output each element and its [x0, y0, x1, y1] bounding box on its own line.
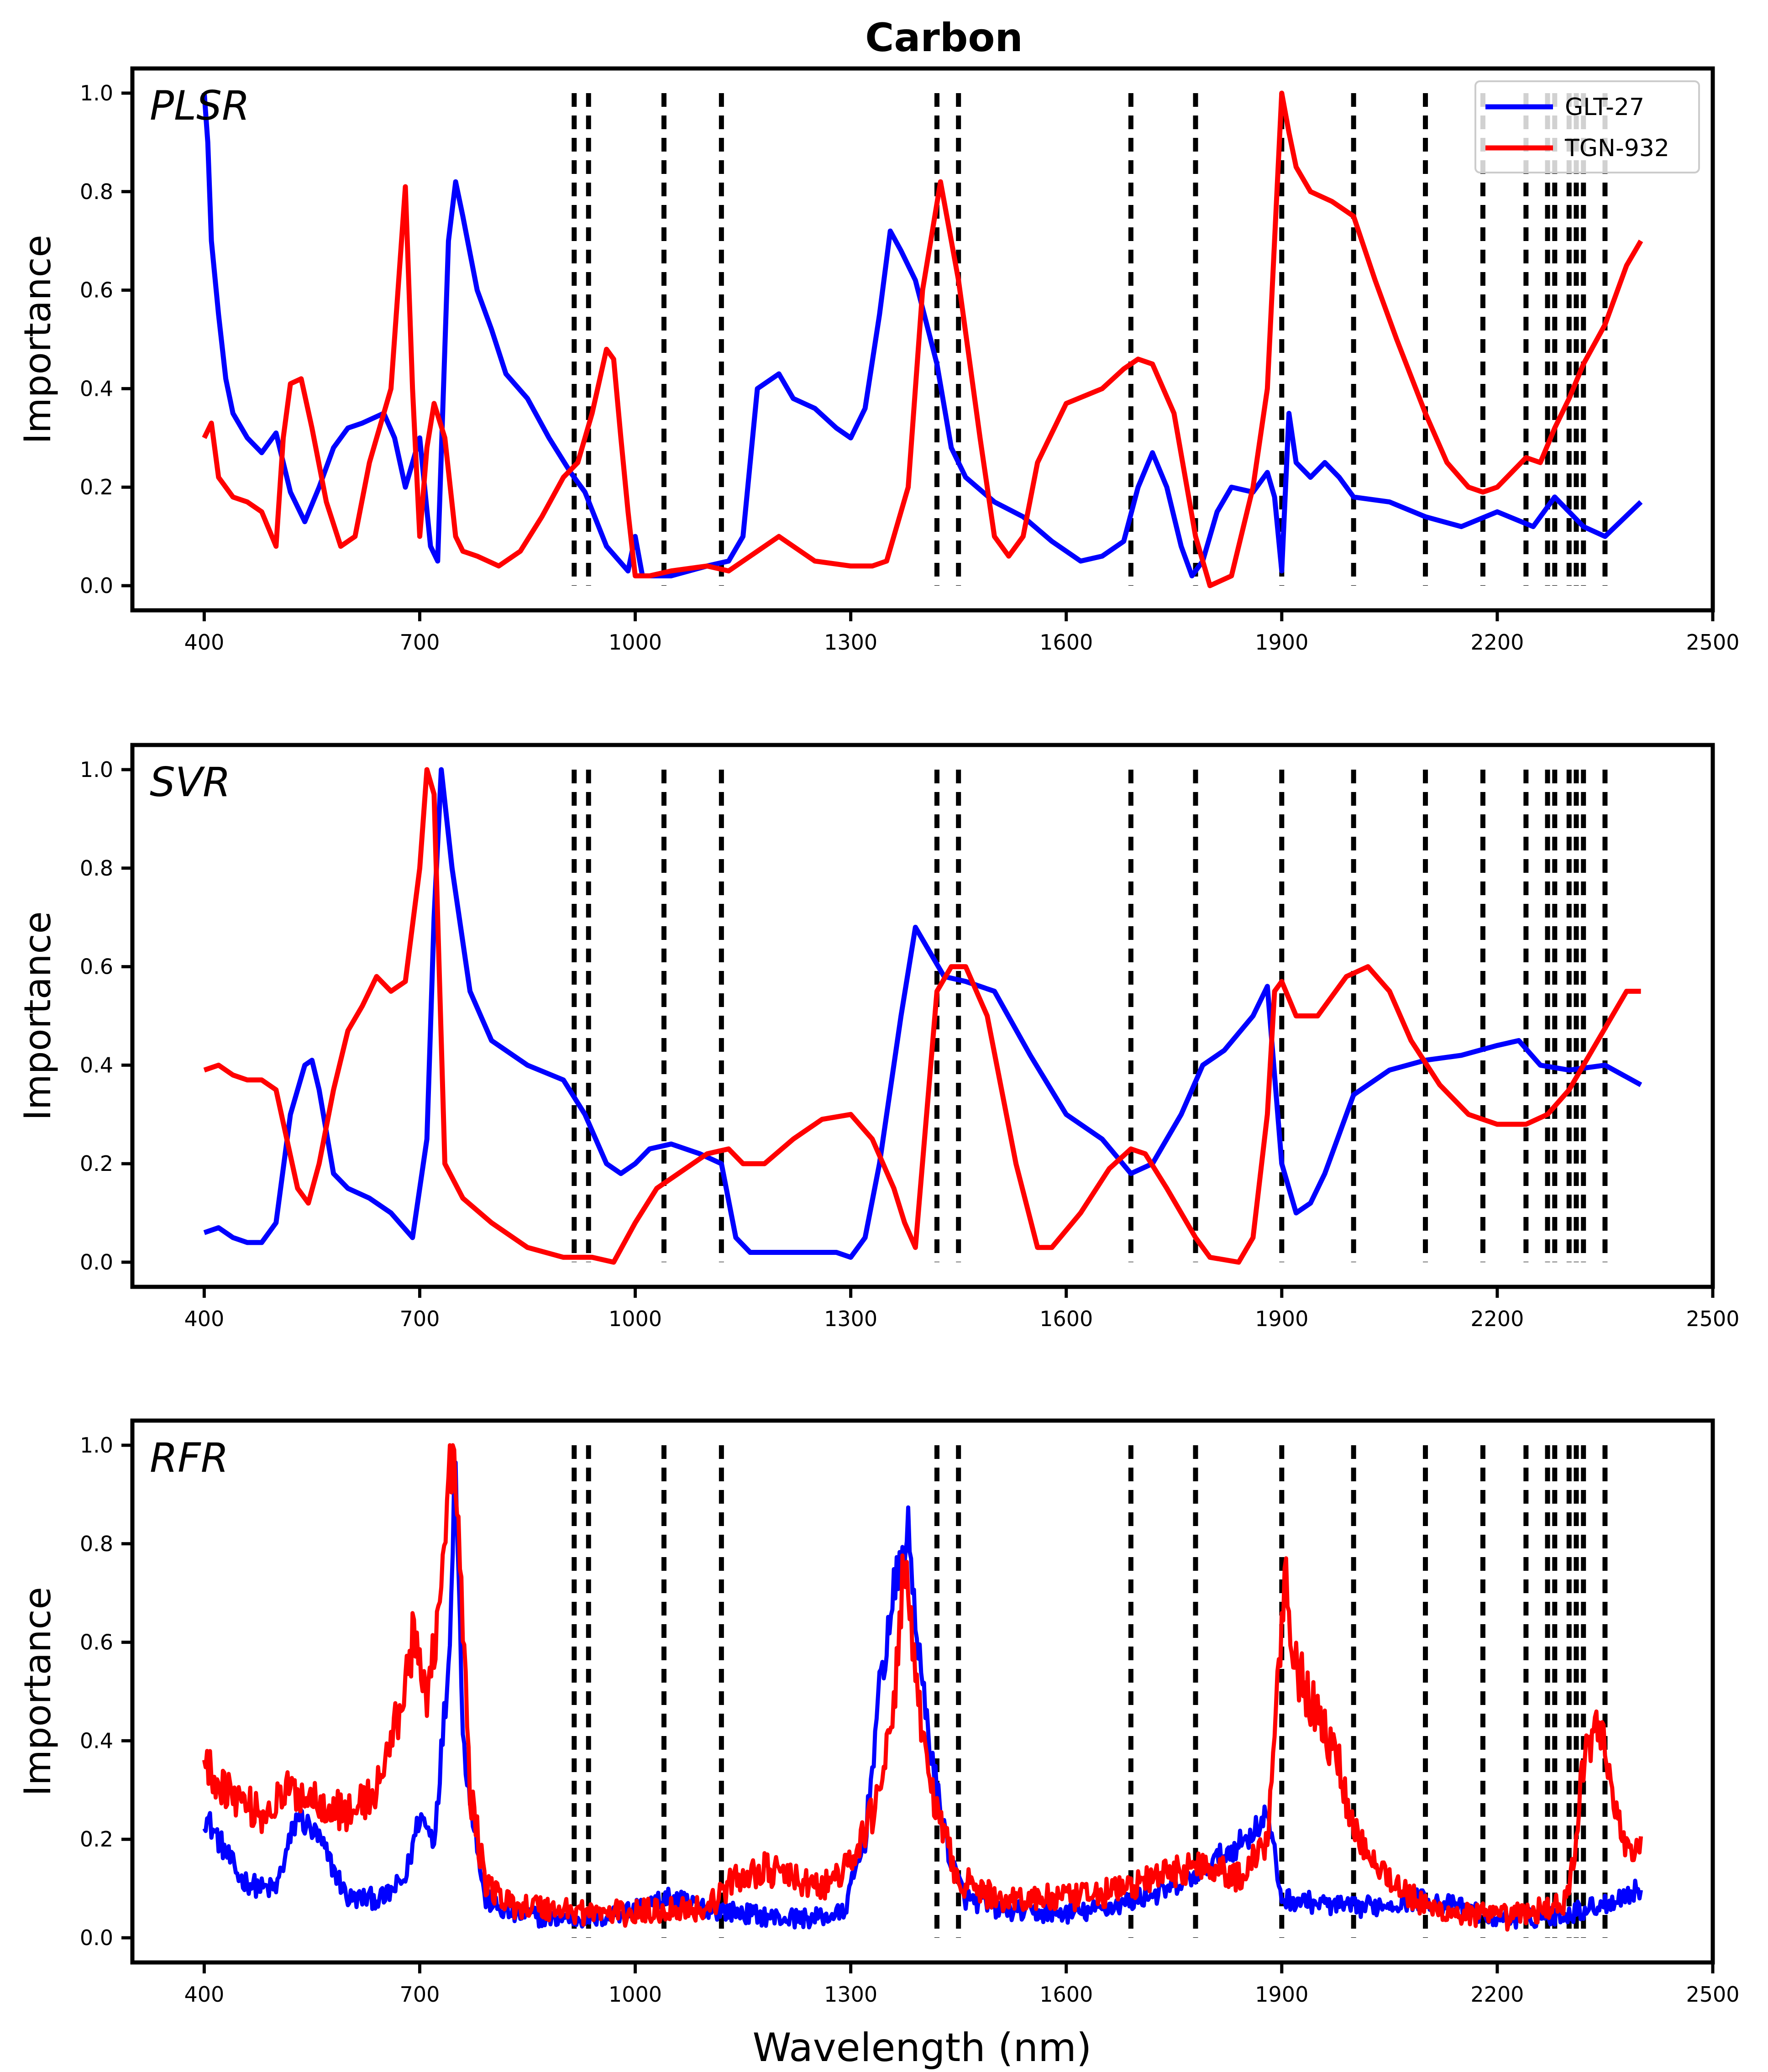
y-tick-label: 1.0	[80, 1433, 113, 1458]
x-tick-label: 1300	[824, 630, 877, 655]
x-tick-label: 400	[184, 1306, 224, 1331]
series-line-tgn-932	[202, 90, 1643, 588]
legend: GLT-27 TGN-932	[1474, 80, 1700, 173]
x-tick-label: 1600	[1039, 1982, 1093, 2007]
x-tick-label: 1900	[1255, 1982, 1308, 2007]
figure-title: Carbon	[865, 15, 1023, 61]
axes-frame	[130, 1418, 1715, 1965]
series-line-glt-27	[201, 93, 1643, 578]
x-tick-label: 1300	[824, 1982, 877, 2007]
y-tick-label: 0.4	[80, 376, 113, 401]
x-tick-label: 2500	[1686, 1982, 1739, 2007]
x-tick-label: 700	[400, 1982, 440, 2007]
series-line-tgn-932	[203, 767, 1641, 1265]
x-tick-label: 1000	[609, 1982, 662, 2007]
axes-frame	[130, 743, 1715, 1289]
y-tick-label: 0.0	[80, 1250, 113, 1275]
legend-label-tgn-932: TGN-932	[1564, 135, 1669, 162]
y-tick-label: 1.0	[80, 757, 113, 782]
panel-plsr: 400 700 1000 1300 1600 1900 2200 2500 0.0 0.2 0.4 0…	[16, 66, 1740, 655]
x-tick-label: 1600	[1039, 1306, 1093, 1331]
y-axis-label: Importance	[16, 1587, 59, 1796]
x-tick-label: 400	[184, 1982, 224, 2007]
x-tick-label: 2500	[1686, 630, 1739, 655]
x-tick-label: 400	[184, 630, 224, 655]
y-tick-label: 1.0	[80, 81, 113, 105]
x-tick-label: 700	[400, 630, 440, 655]
y-axis-label: Importance	[16, 911, 59, 1120]
y-tick-label: 0.2	[80, 1151, 113, 1176]
x-tick-label: 2200	[1470, 1306, 1524, 1331]
y-axis-label: Importance	[16, 235, 59, 444]
panels-container: 400 700 1000 1300 1600 1900 2200 2500 0.0 0.2 0.4 0…	[16, 66, 1740, 2007]
panel-label: RFR	[150, 1434, 229, 1481]
y-tick-label: 0.0	[80, 573, 113, 598]
x-tick-label: 2200	[1470, 1982, 1524, 2007]
x-tick-label: 700	[400, 1306, 440, 1331]
y-tick-label: 0.4	[80, 1053, 113, 1077]
y-tick-label: 0.8	[80, 1532, 113, 1556]
series-line-glt-27	[203, 767, 1642, 1260]
panel-label: SVR	[150, 759, 231, 806]
x-axis-label: Wavelength (nm)	[753, 2025, 1092, 2071]
x-tick-label: 2500	[1686, 1306, 1739, 1331]
x-tick-label: 1900	[1255, 630, 1308, 655]
y-tick-label: 0.8	[80, 179, 113, 204]
panel-label: PLSR	[150, 82, 250, 129]
y-tick-label: 0.0	[80, 1925, 113, 1950]
y-tick-label: 0.2	[80, 475, 113, 499]
panel-svr: 400 700 1000 1300 1600 1900 2200 2500 0.0 0.2 0.4 0…	[16, 743, 1740, 1331]
y-tick-label: 0.2	[80, 1827, 113, 1852]
panel-rfr: 400 700 1000 1300 1600 1900 2200 2500 0.0 0.2 0.4 0…	[16, 1418, 1740, 2007]
y-tick-label: 0.6	[80, 278, 113, 303]
axes-frame	[130, 66, 1715, 613]
x-tick-label: 1600	[1039, 630, 1093, 655]
x-tick-label: 1300	[824, 1306, 877, 1331]
y-tick-label: 0.6	[80, 955, 113, 979]
legend-label-glt-27: GLT-27	[1565, 94, 1644, 121]
y-tick-label: 0.8	[80, 856, 113, 881]
x-tick-label: 1000	[609, 1306, 662, 1331]
series-line-glt-27	[202, 1460, 1643, 1930]
x-tick-label: 1900	[1255, 1306, 1308, 1331]
y-tick-label: 0.4	[80, 1728, 113, 1753]
y-tick-label: 0.6	[80, 1630, 113, 1655]
x-tick-label: 1000	[609, 630, 662, 655]
x-tick-label: 2200	[1470, 630, 1524, 655]
series-line-tgn-932	[202, 1443, 1643, 1932]
